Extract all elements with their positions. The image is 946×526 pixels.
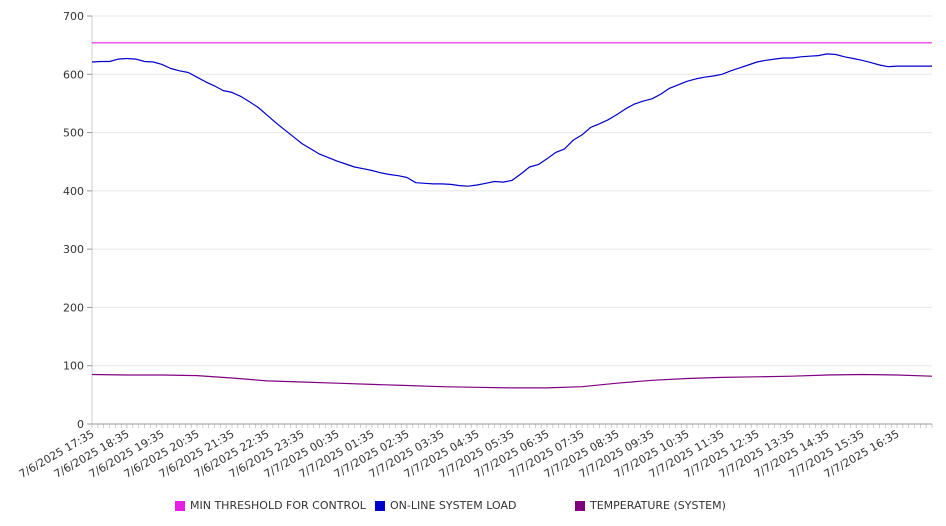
y-tick-label: 100: [63, 360, 84, 373]
y-tick-label: 300: [63, 243, 84, 256]
legend-label-temperature: TEMPERATURE (SYSTEM): [590, 499, 726, 512]
legend-item-system-load[interactable]: ON-LINE SYSTEM LOAD: [375, 499, 516, 512]
y-axis-ticks: 0 100 200 300 400 500 600 700: [63, 10, 92, 431]
y-tick-label: 200: [63, 301, 84, 314]
legend-label-min-threshold: MIN THRESHOLD FOR CONTROL: [190, 499, 366, 512]
grid-lines: [92, 15, 932, 367]
y-tick-label: 0: [77, 418, 84, 431]
legend-swatch-temperature: [575, 500, 585, 511]
line-chart: 0 100 200 300 400 500 600 700 7/6/2025 17:357/6…: [17, 10, 933, 481]
y-tick-label: 600: [63, 68, 84, 81]
series-line-system-load: [91, 53, 932, 187]
legend-swatch-system-load: [375, 500, 385, 511]
series-line-temperature: [91, 373, 933, 389]
y-tick-label: 400: [63, 185, 84, 198]
y-tick-label: 700: [63, 10, 84, 23]
x-axis-ticks: 7/6/2025 17:357/6/2025 18:357/6/2025 19:…: [17, 424, 933, 481]
legend-swatch-min-threshold: [175, 500, 185, 511]
axes: [91, 16, 932, 425]
legend-item-min-threshold[interactable]: MIN THRESHOLD FOR CONTROL: [175, 499, 366, 512]
series-lines: [91, 42, 933, 389]
y-tick-label: 500: [63, 127, 84, 140]
legend-item-temperature[interactable]: TEMPERATURE (SYSTEM): [575, 499, 726, 512]
legend-label-system-load: ON-LINE SYSTEM LOAD: [390, 499, 517, 512]
legend: MIN THRESHOLD FOR CONTROL ON-LINE SYSTEM…: [0, 496, 946, 516]
